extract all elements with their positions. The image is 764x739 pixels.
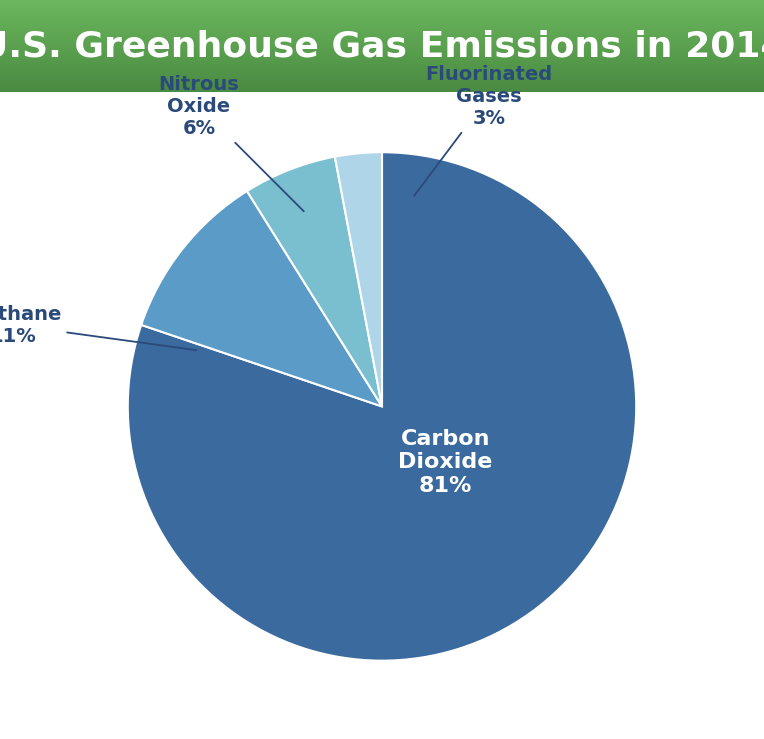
- Wedge shape: [141, 191, 382, 406]
- Text: Methane
11%: Methane 11%: [0, 304, 196, 350]
- Wedge shape: [335, 152, 382, 406]
- Text: Nitrous
Oxide
6%: Nitrous Oxide 6%: [159, 75, 304, 211]
- Text: U.S. Greenhouse Gas Emissions in 2014: U.S. Greenhouse Gas Emissions in 2014: [0, 29, 764, 64]
- Text: Fluorinated
Gases
3%: Fluorinated Gases 3%: [414, 65, 552, 196]
- Wedge shape: [247, 157, 382, 406]
- Wedge shape: [128, 152, 636, 661]
- Text: Carbon
Dioxide
81%: Carbon Dioxide 81%: [398, 429, 493, 496]
